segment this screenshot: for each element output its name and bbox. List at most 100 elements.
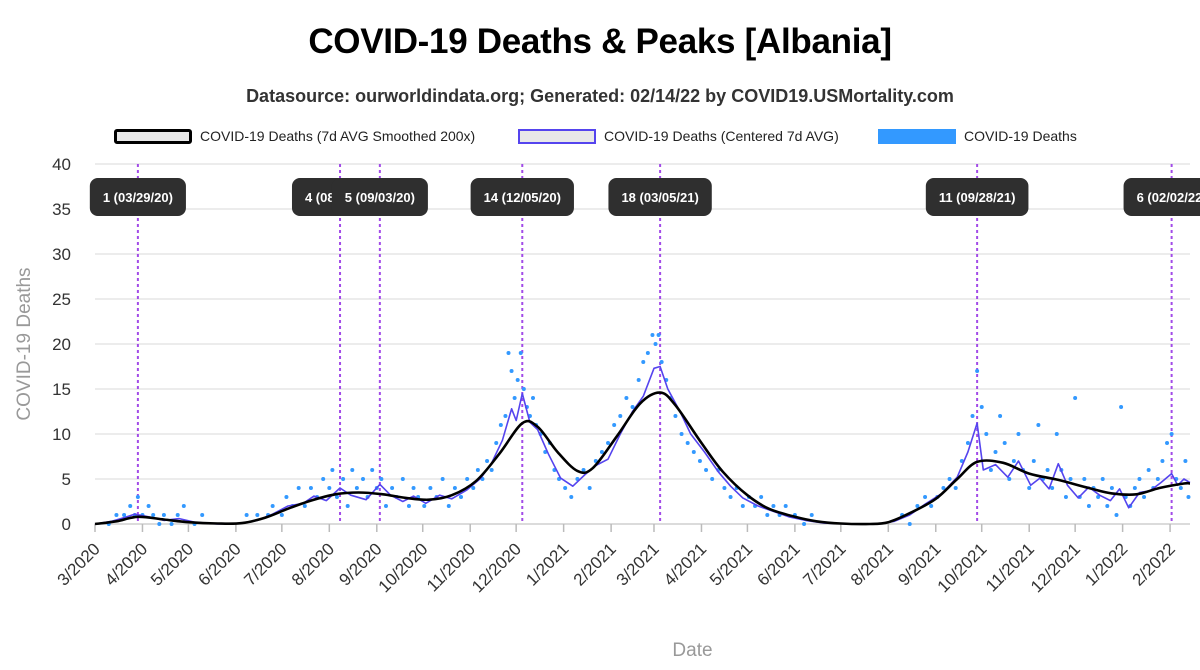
daily-deaths-point [244, 513, 249, 517]
daily-deaths-point [354, 486, 359, 490]
daily-deaths-point [1137, 477, 1142, 481]
legend-item-daily[interactable]: COVID-19 Deaths [878, 124, 1077, 148]
daily-deaths-point [506, 351, 511, 355]
daily-deaths-point [1109, 486, 1114, 490]
chart-subtitle: Datasource: ourworldindata.org; Generate… [246, 86, 954, 106]
peak-label-box [1123, 178, 1200, 216]
daily-deaths-point [1063, 495, 1068, 499]
peak-label-box [331, 178, 428, 216]
daily-deaths-point [979, 405, 984, 409]
daily-deaths-point [135, 495, 140, 499]
x-tick-label: 7/2021 [799, 539, 849, 589]
daily-deaths-point [606, 441, 611, 445]
daily-deaths-point [200, 513, 205, 517]
daily-deaths-point [998, 414, 1003, 418]
daily-deaths-point [771, 504, 776, 508]
daily-deaths-point [334, 495, 339, 499]
daily-deaths-point [406, 504, 411, 508]
daily-deaths-point [691, 450, 696, 454]
daily-deaths-point [531, 396, 535, 400]
daily-deaths-point [1007, 477, 1012, 481]
daily-deaths-point [279, 513, 284, 517]
daily-deaths-point [569, 495, 574, 499]
daily-deaths-point [1086, 504, 1091, 508]
daily-deaths-point [659, 360, 664, 364]
daily-deaths-point [679, 432, 684, 436]
daily-deaths-point [618, 414, 623, 418]
daily-deaths-point [114, 513, 119, 517]
daily-deaths-point [512, 396, 517, 400]
y-axis-title: COVID-19 Deaths [14, 267, 35, 420]
x-axis-title: Date [672, 640, 712, 661]
daily-deaths-point [452, 486, 457, 490]
chart-title: COVID-19 Deaths & Peaks [Albania] [308, 22, 892, 61]
daily-deaths-point [599, 450, 604, 454]
daily-deaths-point [645, 351, 650, 355]
daily-deaths-point [151, 513, 156, 517]
daily-deaths-point [270, 504, 275, 508]
legend-swatch-daily [878, 128, 956, 144]
daily-deaths-point [485, 459, 490, 463]
daily-deaths-point [1114, 513, 1119, 517]
daily-deaths-point [1082, 477, 1087, 481]
daily-deaths-point [503, 414, 508, 418]
chart-legend: COVID-19 Deaths (7d AVG Smoothed 200x) C… [0, 124, 1200, 148]
daily-deaths-point [1011, 459, 1016, 463]
daily-deaths-point [587, 486, 592, 490]
daily-deaths-point [302, 504, 307, 508]
daily-deaths-point [1100, 477, 1105, 481]
daily-deaths-point [1183, 459, 1188, 463]
daily-deaths-point [656, 333, 661, 337]
peak-label-text: 5 (09/03/20) [345, 190, 415, 205]
legend-label-smoothed: COVID-19 Deaths (7d AVG Smoothed 200x) [200, 128, 476, 144]
daily-deaths-point [563, 486, 568, 490]
daily-deaths-point [1054, 432, 1059, 436]
y-tick-label: 5 [62, 470, 71, 489]
x-tick-label: 8/2020 [288, 539, 338, 589]
x-tick-label: 11/2021 [982, 539, 1038, 595]
daily-deaths-point [175, 513, 180, 517]
daily-deaths-point [975, 369, 980, 373]
x-tick-label: 4/2020 [101, 539, 151, 589]
daily-deaths-point [1036, 423, 1041, 427]
daily-deaths-point [953, 486, 958, 490]
legend-swatch-smoothed [114, 128, 192, 144]
smoothed-7d-avg-line [94, 391, 1191, 526]
daily-deaths-point [518, 351, 523, 355]
peak-label-group: 6 (02/02/22) [1123, 178, 1200, 216]
x-tick-label: 10/2020 [375, 539, 432, 596]
daily-deaths-point [907, 522, 912, 526]
daily-deaths-point [612, 423, 617, 427]
daily-deaths-point [1146, 468, 1151, 472]
daily-deaths-point [624, 396, 629, 400]
legend-label-daily: COVID-19 Deaths [964, 128, 1077, 144]
daily-deaths-point [169, 522, 174, 526]
daily-deaths-point [947, 477, 952, 481]
daily-deaths-point [383, 504, 388, 508]
peak-label-group: 5 (09/03/20) [331, 178, 428, 216]
x-tick-label: 1/2022 [1081, 539, 1131, 589]
daily-deaths-point [308, 486, 313, 490]
daily-deaths-point [710, 477, 715, 481]
daily-deaths-point [923, 495, 928, 499]
y-tick-label: 40 [52, 155, 71, 174]
peak-label-text: 6 (02/02/22) [1137, 190, 1200, 205]
legend-item-smoothed[interactable]: COVID-19 Deaths (7d AVG Smoothed 200x) [114, 124, 475, 148]
daily-deaths-point [1186, 495, 1191, 499]
daily-deaths-point [1165, 441, 1170, 445]
y-tick-label: 25 [52, 290, 71, 309]
daily-deaths-point [181, 504, 186, 508]
y-tick-label: 15 [52, 380, 71, 399]
daily-deaths-point [390, 486, 395, 490]
daily-deaths-point [1027, 486, 1032, 490]
daily-deaths-point [446, 504, 451, 508]
legend-item-centered[interactable]: COVID-19 Deaths (Centered 7d AVG) [518, 124, 839, 148]
daily-deaths-point [653, 342, 658, 346]
daily-deaths-point [650, 333, 655, 337]
daily-deaths-point [941, 486, 946, 490]
legend-label-centered: COVID-19 Deaths (Centered 7d AVG) [604, 128, 839, 144]
daily-deaths-point [296, 486, 301, 490]
peak-label-text: 18 (03/05/21) [621, 190, 698, 205]
daily-deaths-point [915, 504, 920, 508]
x-tick-label: 6/2020 [195, 539, 245, 589]
